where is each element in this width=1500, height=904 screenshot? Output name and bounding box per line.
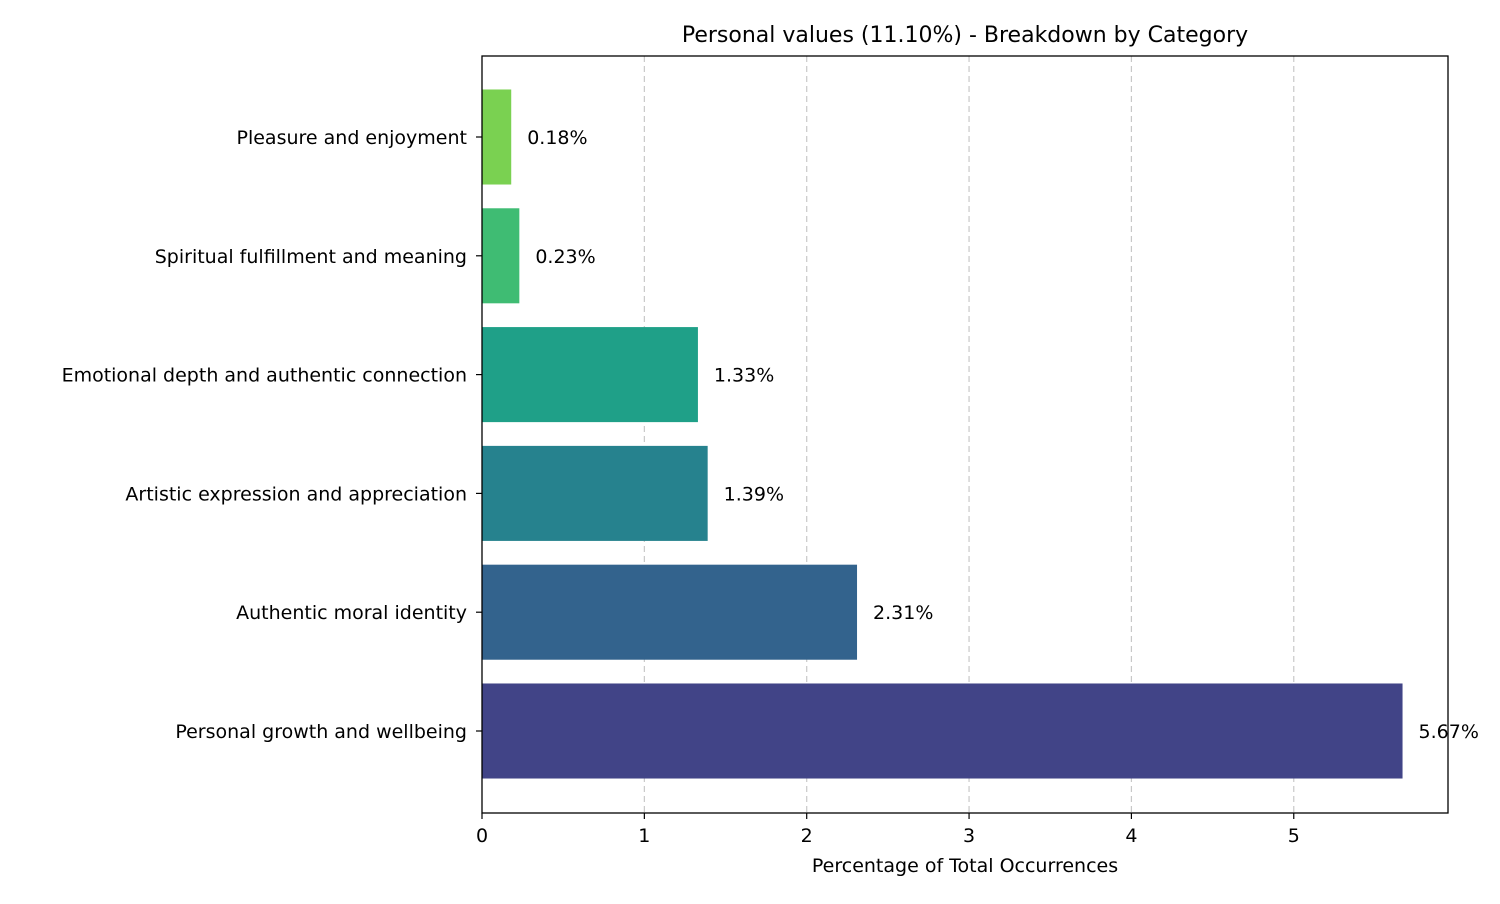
value-label: 5.67% (1419, 721, 1479, 743)
bar (482, 89, 512, 185)
x-tick-label: 2 (801, 825, 813, 847)
value-label: 2.31% (873, 602, 933, 624)
bar (482, 683, 1403, 779)
y-tick-label: Personal growth and wellbeing (175, 721, 467, 743)
y-tick-label: Emotional depth and authentic connection (62, 365, 467, 387)
y-axis-ticks: Personal growth and wellbeing Authentic m… (62, 127, 482, 743)
value-label: 1.33% (714, 365, 774, 387)
x-axis-label: Percentage of Total Occurrences (812, 855, 1118, 877)
value-labels: 5.67% 2.31% 1.39% 1.33% 0.23% 0.18% (527, 127, 1479, 743)
y-tick-label: Pleasure and enjoyment (237, 127, 468, 149)
bar (482, 327, 698, 423)
x-tick-label: 3 (963, 825, 975, 847)
x-tick-label: 5 (1288, 825, 1300, 847)
value-label: 1.39% (724, 483, 784, 505)
value-label: 0.18% (527, 127, 587, 149)
x-tick-label: 4 (1125, 825, 1137, 847)
x-tick-label: 0 (476, 825, 488, 847)
bar (482, 208, 520, 304)
plot-frame (481, 55, 1449, 814)
y-tick-label: Spiritual fulfillment and meaning (155, 246, 467, 268)
y-tick-label: Artistic expression and appreciation (125, 483, 467, 505)
y-tick-label: Authentic moral identity (236, 602, 467, 624)
bar (482, 445, 708, 541)
x-tick-label: 1 (638, 825, 650, 847)
bar (482, 564, 858, 660)
bars (482, 89, 1403, 779)
chart-title: Personal values (11.10%) - Breakdown by … (682, 23, 1248, 48)
x-axis-ticks: 0 1 2 3 4 5 (476, 813, 1300, 847)
value-label: 0.23% (535, 246, 595, 268)
